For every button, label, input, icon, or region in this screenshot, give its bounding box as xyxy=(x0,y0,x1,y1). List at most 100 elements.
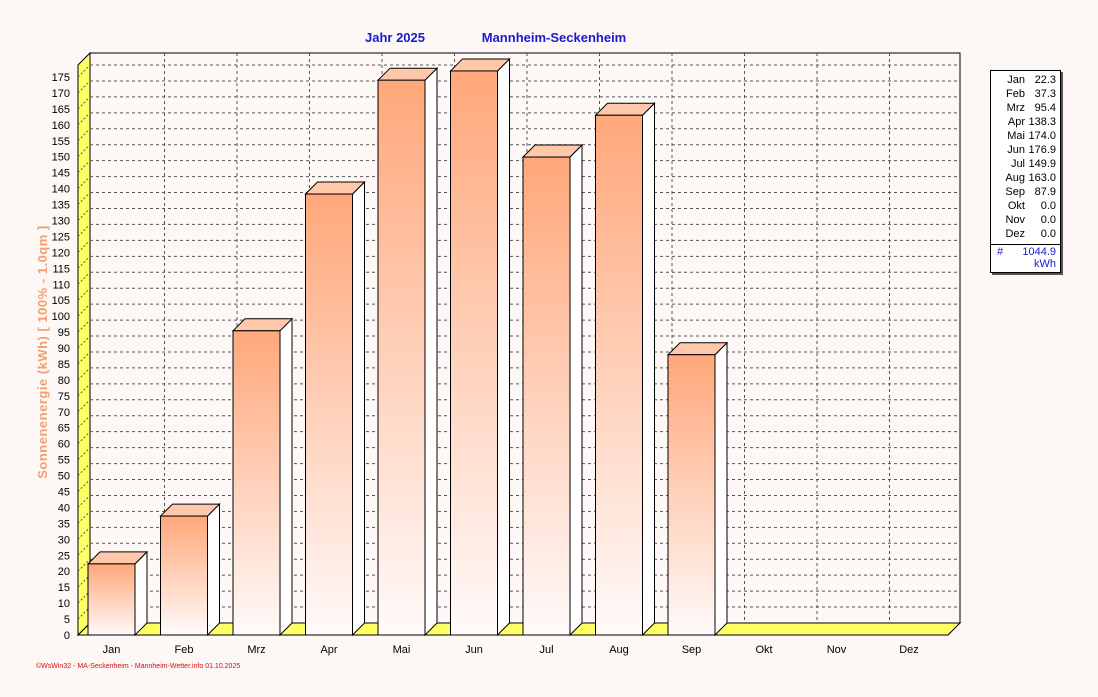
grid-line-wall xyxy=(77,64,91,78)
y-tick-label: 105 xyxy=(52,295,70,307)
legend-total-unit: kWh xyxy=(1034,258,1056,270)
grid-line-wall xyxy=(77,255,91,269)
bar-jan xyxy=(86,550,149,637)
legend-value: 174.0 xyxy=(1028,130,1056,142)
y-tick-label: 115 xyxy=(52,263,70,275)
y-tick-label: 100 xyxy=(52,311,70,323)
bar-side xyxy=(569,143,583,637)
y-tick-label: 140 xyxy=(52,184,70,196)
legend-value: 22.3 xyxy=(1034,74,1056,86)
legend-month: Feb xyxy=(1006,88,1025,100)
legend-row: Mrz 95.4 xyxy=(991,101,1060,115)
legend-rows: Jan 22.3 Feb 37.3 Mrz 95.4 Apr 138.3 Mai 174.0 Jun… xyxy=(991,71,1060,241)
y-tick-label: 75 xyxy=(58,391,70,403)
legend-total: # 1044.9 kWh xyxy=(991,244,1060,272)
y-tick-label: 130 xyxy=(52,215,70,227)
y-tick-label: 10 xyxy=(58,598,70,610)
grid-line-wall xyxy=(77,80,91,94)
bar-side xyxy=(642,102,655,637)
bar-side xyxy=(134,550,148,637)
grid-line-wall xyxy=(77,112,91,126)
legend-value: 149.9 xyxy=(1028,158,1056,170)
x-tick-label: Dez xyxy=(899,644,919,656)
y-tick-label: 135 xyxy=(52,200,70,212)
y-tick-label: 55 xyxy=(58,455,70,467)
bar-front xyxy=(160,515,208,636)
y-tick-label: 65 xyxy=(58,423,70,435)
plot-area xyxy=(76,51,962,637)
x-axis-ticks: Jan Feb Mrz Apr Mai Jun Jul Aug Sep Okt Nov Dez xyxy=(103,644,919,656)
grid-line-wall xyxy=(77,415,91,429)
bar-sep xyxy=(666,341,729,637)
bar-mrz xyxy=(231,317,294,637)
legend-row: Mai 174.0 xyxy=(991,129,1060,143)
legend-month: Okt xyxy=(1007,200,1025,212)
y-tick-label: 170 xyxy=(52,88,70,100)
grid-line-wall xyxy=(77,96,91,110)
bar-front xyxy=(87,563,136,636)
legend-value: 176.9 xyxy=(1028,144,1056,156)
legend-table: Jan 22.3 Feb 37.3 Mrz 95.4 Apr 138.3 Mai 174.0 Jun… xyxy=(990,70,1061,273)
grid-line-wall xyxy=(77,495,91,508)
x-tick-label: Apr xyxy=(320,644,337,656)
grid-line-wall xyxy=(77,128,91,142)
legend-total-symbol: # xyxy=(997,246,1004,258)
grid-line-wall xyxy=(77,606,91,620)
chart-title-location: Mannheim-Seckenheim xyxy=(482,30,627,45)
grid-line-wall xyxy=(77,447,91,460)
grid-line-wall xyxy=(77,463,91,476)
grid-line-wall xyxy=(77,383,91,397)
x-tick-label: Mai xyxy=(393,644,411,656)
bar-side xyxy=(207,502,220,637)
bar-front xyxy=(450,70,498,636)
legend-month: Jun xyxy=(1007,144,1025,156)
legend-row: Okt 0.0 xyxy=(991,199,1060,213)
y-tick-label: 165 xyxy=(52,104,70,116)
legend-month: Aug xyxy=(1005,172,1025,184)
footer-credit: ©WsWin32 - MA-Seckenheim - Mannheim-Wett… xyxy=(36,662,240,670)
x-tick-label: Okt xyxy=(755,644,772,656)
y-tick-label: 95 xyxy=(58,327,70,339)
y-tick-label: 25 xyxy=(58,550,70,562)
legend-value: 0.0 xyxy=(1040,228,1056,240)
grid-line-wall xyxy=(77,399,91,413)
y-tick-label: 35 xyxy=(58,518,70,530)
legend-value: 0.0 xyxy=(1040,200,1056,212)
grid-line-wall xyxy=(77,240,91,253)
legend-row: Jan 22.3 xyxy=(991,73,1060,87)
legend-month: Jan xyxy=(1007,74,1025,86)
legend-row: Feb 37.3 xyxy=(991,87,1060,101)
grid-line-wall xyxy=(77,208,91,221)
y-tick-label: 0 xyxy=(64,630,70,642)
legend-value: 95.4 xyxy=(1034,102,1056,114)
x-tick-label: Jan xyxy=(103,644,121,656)
bar-side xyxy=(424,66,438,637)
legend-value: 163.0 xyxy=(1028,172,1056,184)
legend-month: Mrz xyxy=(1006,102,1025,114)
y-tick-label: 15 xyxy=(58,582,70,594)
grid-line-wall xyxy=(77,479,91,492)
bar-front xyxy=(522,156,571,636)
x-tick-label: Feb xyxy=(175,644,194,656)
x-tick-label: Aug xyxy=(609,644,629,656)
legend-month: Jul xyxy=(1010,158,1025,170)
grid-line-wall xyxy=(77,590,91,604)
grid-line-wall xyxy=(77,351,91,365)
bars xyxy=(86,57,729,637)
legend-value: 37.3 xyxy=(1034,88,1056,100)
legend-row: Nov 0.0 xyxy=(991,213,1060,227)
grid-line-wall xyxy=(77,144,91,158)
grid-line-wall xyxy=(77,271,91,285)
legend-row: Jul 149.9 xyxy=(991,157,1060,171)
grid-line-wall xyxy=(77,431,91,445)
x-tick-label: Jul xyxy=(539,644,553,656)
y-tick-label: 20 xyxy=(58,566,70,578)
bar-front xyxy=(595,114,643,636)
bar-feb xyxy=(159,502,221,637)
y-tick-label: 90 xyxy=(58,343,70,355)
bar-mai xyxy=(376,66,439,637)
legend-row: Jun 176.9 xyxy=(991,143,1060,157)
grid-line-wall xyxy=(77,303,91,317)
chart-title-year: Jahr 2025 xyxy=(365,30,425,45)
grid-line-wall xyxy=(77,335,91,349)
